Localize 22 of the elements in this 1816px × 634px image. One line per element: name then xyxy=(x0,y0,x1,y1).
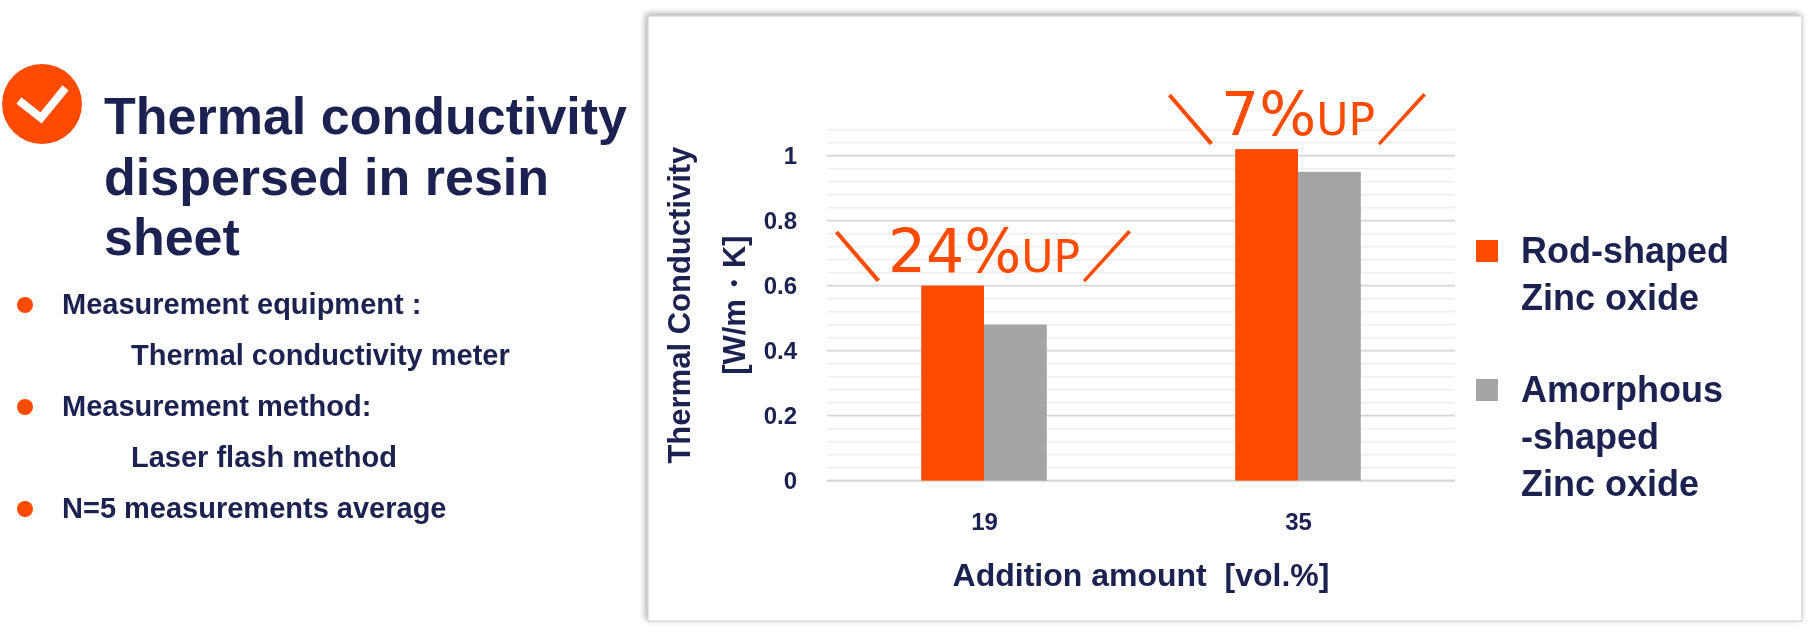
bar xyxy=(984,324,1047,481)
bar xyxy=(921,285,984,481)
annotation: ＼24%UP／ xyxy=(827,215,1141,286)
x-tick-label: 19 xyxy=(971,507,998,535)
y-tick-label: 0 xyxy=(783,466,797,494)
y-tick-label: 0.8 xyxy=(763,206,797,234)
text: Measurement equipment : Thermal conductivity meter xyxy=(62,288,510,371)
y-tick-label: 1 xyxy=(783,141,797,169)
y-axis-title: Thermal Conductivity [W/m・K] xyxy=(662,145,752,464)
bar xyxy=(1298,171,1361,481)
text: N=5 measurements average xyxy=(62,492,447,524)
x-axis-title: Addition amount [vol.%] xyxy=(952,557,1330,593)
x-tick-label: 35 xyxy=(1285,507,1312,535)
text: Thermal conductivity dispersed in resin sheet xyxy=(104,87,628,266)
legend-label: Rod-shaped Zinc oxide xyxy=(1521,230,1730,318)
y-tick-label: 0.2 xyxy=(763,401,797,429)
y-tick-label: 0.4 xyxy=(763,336,798,364)
bar xyxy=(1235,149,1298,481)
y-tick-label: 0.6 xyxy=(763,271,797,299)
legend-label: Amorphous-shaped Zinc oxide xyxy=(1521,369,1723,504)
annotation: ＼7%UP／ xyxy=(1161,79,1435,150)
text: Measurement method: Laser flash method xyxy=(62,390,397,473)
